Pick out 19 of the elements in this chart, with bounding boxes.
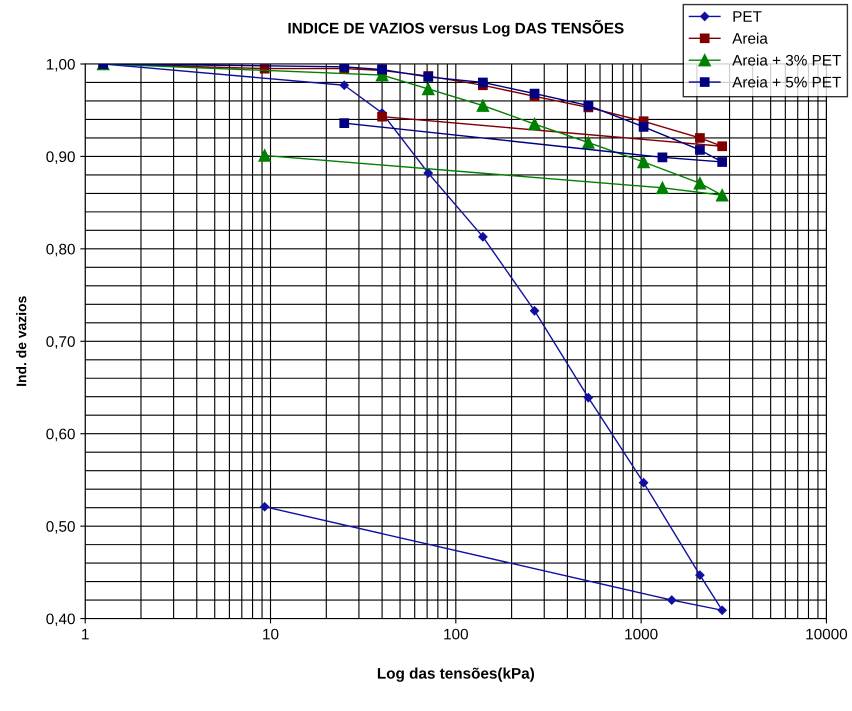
y-tick-label: 0,40 [46, 613, 75, 626]
y-tick-label: 0,50 [46, 521, 75, 534]
x-tick-label: 1 [82, 628, 89, 640]
y-tick-label: 0,60 [46, 428, 75, 442]
y-tick-label: 0,90 [46, 151, 75, 164]
y-axis-title: Ind. de vazios [16, 296, 26, 386]
legend-label: Areia + 5% PET [732, 76, 841, 88]
x-tick-label: 100 [444, 628, 468, 640]
legend-label: Areia + 3% PET [732, 54, 841, 66]
legend-label: PET [733, 11, 762, 22]
legend-label: Areia [732, 32, 768, 44]
y-tick-label: 1,00 [46, 58, 75, 72]
y-tick-label: 0,70 [46, 336, 75, 349]
x-tick-label: 1000 [625, 628, 658, 640]
y-tick-label: 0,80 [46, 244, 75, 256]
chart-title: INDICE DE VAZIOS versus Log DAS TENSÕES [288, 20, 624, 37]
x-tick-label: 10000 [806, 628, 848, 640]
x-axis-title: Log das tensões(kPa) [378, 668, 534, 682]
x-tick-label: 10 [263, 628, 278, 640]
